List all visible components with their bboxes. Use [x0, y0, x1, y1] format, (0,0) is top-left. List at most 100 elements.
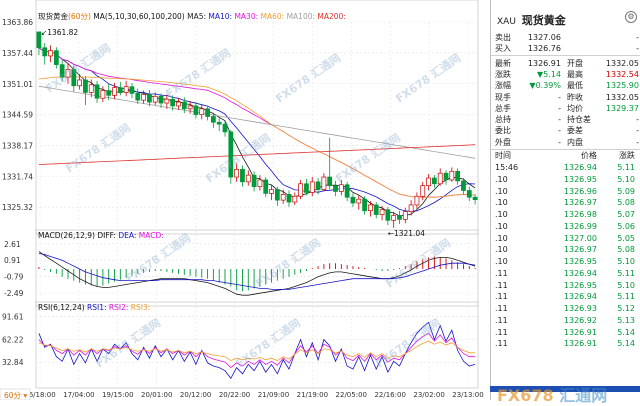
- quote-label: 外盘: [495, 137, 511, 147]
- candle-up: [408, 204, 414, 213]
- tick-time: 15:46: [495, 163, 519, 172]
- tick-price: 1326.97: [563, 198, 597, 208]
- candle-up: [269, 189, 274, 194]
- time-tick-label: 22/16:00: [374, 391, 405, 399]
- candle-down: [466, 190, 472, 198]
- candle-up: [280, 194, 286, 201]
- candle-down: [181, 101, 187, 110]
- quote-value: -: [558, 92, 561, 102]
- ma10-line: [38, 47, 476, 212]
- candle-up: [379, 209, 385, 215]
- quote-label: 最低: [567, 81, 583, 91]
- candle-up: [292, 195, 298, 203]
- tick-time: .11: [495, 304, 508, 313]
- quote-label: 涨跌: [495, 69, 511, 79]
- quote-label: 买入: [495, 44, 511, 54]
- tick-row[interactable]: .10 1326.98 5.07: [495, 209, 637, 221]
- quote-value: 1326.91: [527, 58, 561, 68]
- candle-down: [240, 169, 245, 183]
- quote-label: 委差: [567, 126, 583, 136]
- quote-label: 均价: [567, 103, 583, 113]
- candle-up: [152, 95, 158, 103]
- quote-value: -: [558, 126, 561, 136]
- quote-label: 最新: [495, 58, 511, 68]
- quote-label: 总手: [495, 103, 511, 113]
- tick-price: 1326.94: [563, 292, 597, 302]
- price-tick-label: 1363.86: [2, 18, 33, 27]
- tick-row[interactable]: .10 1326.99 5.06: [495, 221, 637, 233]
- tick-row[interactable]: .11 1326.91 5.14: [495, 327, 637, 339]
- tick-row[interactable]: .11 1326.92 5.13: [495, 315, 637, 327]
- tick-row[interactable]: .11 1326.95 5.10: [495, 280, 637, 292]
- tick-row[interactable]: 15:46 1326.94 5.11: [495, 162, 637, 174]
- tick-row[interactable]: .11 1326.91 5.14: [495, 338, 637, 350]
- candle-down: [53, 50, 59, 65]
- tick-time: .11: [495, 268, 508, 278]
- period-button-label[interactable]: 60分 ▾: [4, 391, 27, 400]
- price-header-part: MA5:: [187, 12, 208, 21]
- rsi-tick-label: 62.22: [2, 335, 24, 344]
- quote-symbol-code: XAU: [497, 17, 516, 27]
- tick-row[interactable]: .10 1327.00 5.05: [495, 233, 637, 245]
- price-header-part: 现货黄金: [38, 11, 68, 21]
- price-header-part: MA100:: [287, 12, 318, 21]
- period-button[interactable]: [0, 388, 31, 400]
- tick-row[interactable]: .11 1326.94 5.11: [495, 291, 637, 303]
- candle-down: [42, 47, 48, 57]
- tick-row[interactable]: .10 1326.95 5.10: [495, 174, 637, 186]
- rsi-tick-label: 91.61: [2, 313, 24, 322]
- ma5-line: [38, 47, 476, 217]
- selected-tick-highlight: [490, 386, 640, 392]
- tick-row[interactable]: .11 1326.93 5.12: [495, 303, 637, 315]
- candle-up: [257, 179, 263, 188]
- pane-frame: [35, 0, 479, 235]
- quote-value: -: [636, 126, 639, 136]
- quote-value: -: [558, 137, 561, 147]
- tick-row[interactable]: .11 1326.94 5.11: [495, 268, 637, 280]
- candle-down: [461, 180, 466, 191]
- ticks-header-time: 时间: [495, 151, 511, 160]
- tick-price: 1327.00: [563, 233, 597, 243]
- pane-frame: [35, 229, 479, 307]
- tick-row[interactable]: .10 1326.96 5.09: [495, 186, 637, 198]
- macd-header-part: DIFF:: [97, 231, 118, 240]
- rsi-indicator: [38, 321, 476, 380]
- candle-down: [106, 90, 112, 96]
- candle-down: [373, 204, 379, 215]
- quote-title: XAU 现货黄金: [491, 12, 640, 28]
- gear-icon[interactable]: ⚙: [625, 11, 637, 23]
- kline-chart[interactable]: ↙1361.82←1321.04 1363.861357.441351.0113…: [0, 0, 490, 400]
- candle-down: [205, 108, 210, 117]
- tick-row[interactable]: .10 1326.97 5.08: [495, 244, 637, 256]
- candle-up: [234, 169, 240, 178]
- tick-change: 5.05: [617, 233, 635, 243]
- quote-label: 最高: [567, 69, 583, 79]
- candle-up: [309, 181, 315, 193]
- candle-down: [397, 215, 402, 220]
- candle-up: [449, 170, 455, 181]
- candle-up: [338, 184, 344, 192]
- candle-down: [455, 170, 461, 182]
- candle-down: [36, 31, 42, 49]
- tick-change: 5.08: [617, 198, 635, 208]
- time-tick-label: 23/02:00: [413, 391, 444, 399]
- ma60-line: [38, 76, 476, 198]
- candle-up: [164, 98, 170, 104]
- quote-value: 1327.06: [527, 33, 561, 42]
- macd-header-part: MACD(26,12,9): [38, 231, 97, 240]
- tick-row[interactable]: .10 1326.97 5.08: [495, 197, 637, 209]
- moving-average-lines: [38, 47, 476, 217]
- tick-change: 5.10: [617, 257, 635, 266]
- candle-up: [426, 177, 431, 187]
- quote-separator: [491, 148, 640, 150]
- price-tick-label: 1351.01: [2, 80, 33, 89]
- tick-time: .11: [495, 292, 508, 302]
- quote-symbol-name: 现货黄金: [521, 14, 566, 27]
- candle-up: [437, 172, 443, 185]
- time-tick-label: 16/18:00: [24, 391, 55, 399]
- quote-value: ▼5.14: [537, 69, 561, 79]
- quote-value: -: [636, 137, 639, 147]
- tick-change: 5.10: [617, 174, 635, 184]
- tick-row[interactable]: .10 1326.95 5.10: [495, 256, 637, 268]
- time-tick-label: 20/22:00: [219, 391, 250, 399]
